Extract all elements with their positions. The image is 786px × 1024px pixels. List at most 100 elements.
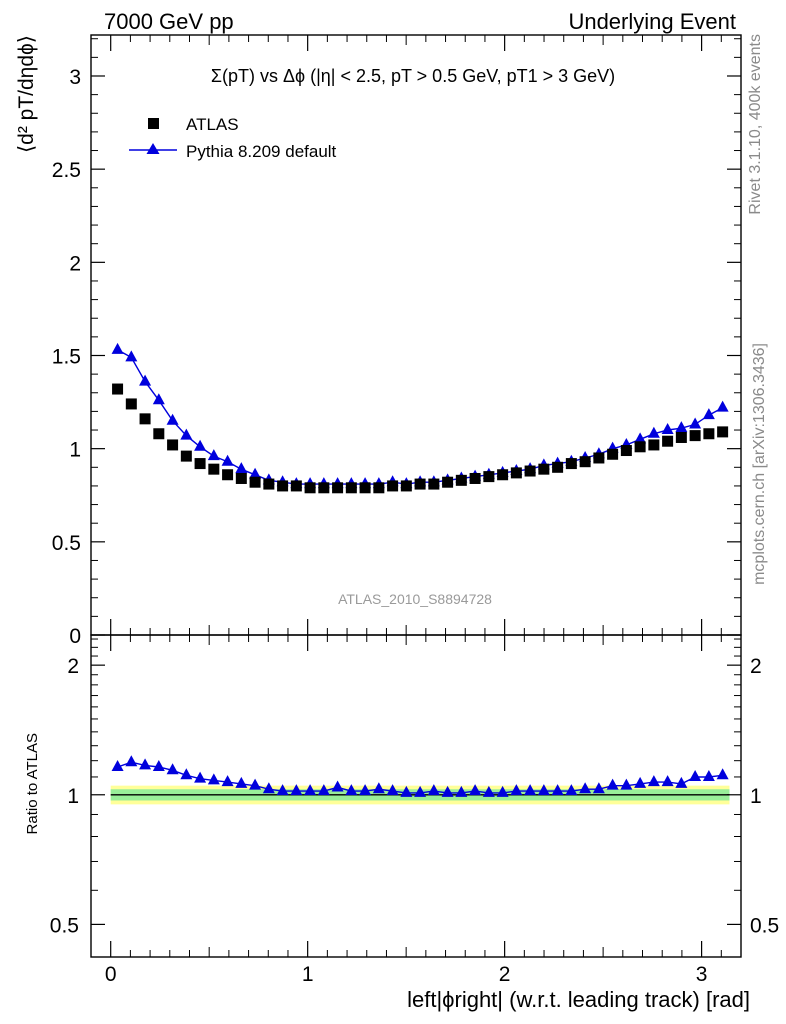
- legend: ATLAS Pythia 8.209 default: [129, 115, 337, 161]
- ratio-pythia-point: [317, 784, 330, 796]
- ratio-y-tick-label-right: 1: [750, 785, 762, 808]
- ratio-y-tick-label-right: 2: [750, 655, 762, 678]
- atlas-point: [565, 458, 577, 470]
- atlas-point: [689, 430, 701, 442]
- ratio-y-tick-label: 2: [67, 655, 79, 678]
- x-tick-label: 0: [105, 963, 117, 986]
- ratio-pythia-point: [524, 784, 537, 796]
- atlas-point: [428, 478, 440, 490]
- x-tick-label: 2: [499, 963, 511, 986]
- pythia-point: [207, 449, 220, 461]
- atlas-point: [153, 428, 165, 440]
- atlas-point: [359, 482, 371, 494]
- atlas-point: [442, 476, 454, 488]
- atlas-point: [634, 441, 646, 453]
- ratio-pythia-point: [647, 775, 660, 787]
- atlas-point: [373, 482, 385, 494]
- ratio-y-tick-label: 1: [67, 785, 79, 808]
- ratio-pythia-point: [290, 784, 303, 796]
- pythia-point: [675, 421, 688, 433]
- ratio-pythia-point: [496, 785, 509, 797]
- ratio-pythia-point: [702, 769, 715, 781]
- atlas-point: [607, 448, 619, 460]
- atlas-point: [552, 461, 564, 473]
- ratio-pythia-point: [441, 785, 454, 797]
- pythia-point: [111, 342, 124, 354]
- pythia-point: [647, 426, 660, 438]
- ratio-pythia-point: [592, 782, 605, 794]
- header-left: 7000 GeV pp: [104, 9, 234, 34]
- pythia-point: [249, 467, 262, 479]
- atlas-point: [579, 456, 591, 468]
- pythia-point: [194, 439, 207, 451]
- ratio-pythia-point: [152, 760, 165, 772]
- main-y-tick-label: 2.5: [52, 159, 81, 182]
- ratio-pythia-point: [482, 785, 495, 797]
- ratio-pythia-point: [262, 782, 275, 794]
- atlas-point: [125, 398, 137, 410]
- main-plot-panel: 0 0.5 1 1.5 2 2.5 3 Σ(pT) vs Δϕ (|η| < 2.5, pT…: [15, 34, 742, 648]
- atlas-point: [662, 435, 674, 447]
- ratio-pythia-point: [565, 784, 578, 796]
- ratio-pythia-point: [207, 773, 220, 785]
- pythia-point: [125, 350, 138, 362]
- ratio-pythia-point: [400, 785, 413, 797]
- main-y-tick-label: 3: [69, 66, 81, 89]
- atlas-point: [538, 463, 550, 475]
- atlas-point: [703, 428, 715, 440]
- main-title: Σ(pT) vs Δϕ (|η| < 2.5, pT > 0.5 GeV, pT…: [211, 66, 615, 86]
- pythia-point: [661, 423, 674, 435]
- atlas-point: [318, 482, 330, 494]
- pythia-point: [235, 462, 248, 474]
- ratio-series: [111, 755, 729, 797]
- ratio-pythia-point: [249, 778, 262, 790]
- pythia-point: [689, 417, 702, 429]
- main-y-axis-label: ⟨d² pT/dηdϕ⟩: [15, 35, 38, 153]
- legend-atlas-label: ATLAS: [186, 115, 239, 134]
- ratio-y-tick-label-right: 0.5: [750, 914, 779, 937]
- main-y-tick-label: 0: [69, 625, 81, 648]
- atlas-point: [235, 472, 247, 484]
- ratio-pythia-point: [345, 784, 358, 796]
- ratio-y-axis-label: Ratio to ATLAS: [24, 733, 41, 834]
- atlas-point: [593, 452, 605, 464]
- ratio-pythia-point: [510, 784, 523, 796]
- ratio-pythia-point: [194, 771, 207, 783]
- main-y-tick-label: 1: [69, 439, 81, 462]
- pythia-point: [166, 413, 179, 425]
- legend-pythia-label: Pythia 8.209 default: [186, 142, 337, 161]
- ratio-pythia-point: [620, 778, 633, 790]
- ratio-pythia-point: [180, 768, 193, 780]
- main-watermark: ATLAS_2010_S8894728: [338, 591, 492, 607]
- main-y-tick-label: 0.5: [52, 532, 81, 555]
- ratio-pythia-point: [427, 784, 440, 796]
- legend-pythia-marker: [146, 143, 160, 154]
- ratio-pythia-point: [414, 785, 427, 797]
- ratio-pythia-point: [455, 785, 468, 797]
- ratio-y-tick-label: 0.5: [50, 914, 79, 937]
- ratio-pythia-point: [304, 784, 317, 796]
- x-axis-label: left|ϕright| (w.r.t. leading track) [rad…: [407, 987, 750, 1012]
- main-series: [111, 342, 729, 494]
- ratio-pythia-point: [386, 784, 399, 796]
- atlas-point: [455, 474, 467, 486]
- atlas-point: [717, 426, 729, 438]
- atlas-point: [290, 480, 302, 492]
- atlas-point: [332, 482, 344, 494]
- atlas-point: [469, 472, 481, 484]
- mcplots-label: mcplots.cern.ch [arXiv:1306.3436]: [751, 343, 768, 585]
- legend-atlas-marker: [148, 118, 159, 129]
- ratio-pythia-point: [372, 782, 385, 794]
- atlas-point: [304, 482, 316, 494]
- atlas-point: [620, 445, 632, 457]
- ratio-pythia-point: [551, 784, 564, 796]
- atlas-point: [483, 471, 495, 483]
- ratio-plot-frame: [90, 634, 742, 958]
- x-tick-label: 3: [696, 963, 708, 986]
- atlas-point: [414, 478, 426, 490]
- pythia-point: [702, 408, 715, 420]
- atlas-point: [345, 482, 357, 494]
- ratio-pythia-point: [235, 776, 248, 788]
- atlas-point: [180, 450, 192, 462]
